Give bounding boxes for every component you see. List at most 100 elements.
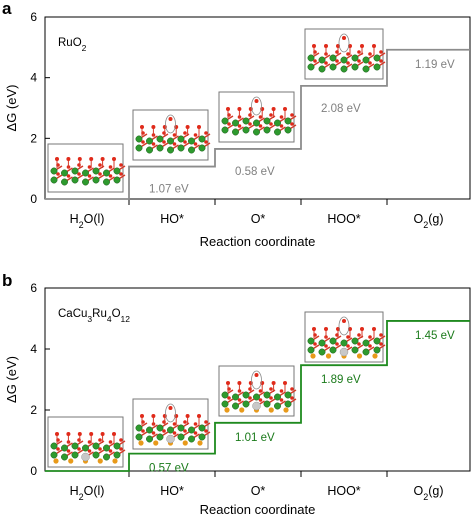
- compound-label: RuO2: [58, 37, 87, 53]
- metal-atom: [362, 56, 370, 64]
- structure-thumbnail: [304, 311, 386, 363]
- oxygen-atom: [379, 50, 383, 54]
- metal-atom: [167, 426, 174, 434]
- oxygen-atom: [279, 115, 284, 119]
- oxygen-atom: [357, 333, 361, 337]
- structure-thumbnail: [218, 91, 297, 143]
- metal-atom: [351, 63, 359, 71]
- ca-atom: [68, 458, 74, 464]
- oxygen-atom: [346, 52, 350, 56]
- cu-atom: [339, 347, 349, 357]
- oxygen-atom: [226, 381, 230, 385]
- metal-atom: [284, 126, 292, 134]
- metal-atom: [50, 167, 58, 175]
- metal-atom: [274, 393, 281, 401]
- oxygen-atom: [324, 344, 328, 348]
- metal-atom: [92, 176, 100, 184]
- metal-atom: [177, 424, 185, 432]
- metal-atom: [351, 54, 359, 62]
- oxygen-atom: [290, 113, 294, 117]
- oxygen-atom: [372, 327, 376, 331]
- adsorbate-highlight: [338, 33, 350, 53]
- metal-atom: [50, 442, 58, 450]
- x-tick-label: H2O(l): [70, 212, 105, 230]
- oxygen-atom: [368, 344, 372, 348]
- y-tick-label: 0: [30, 464, 37, 478]
- oxygen-atom: [183, 140, 187, 144]
- oxygen-atom: [368, 335, 372, 339]
- oxygen-atom: [151, 142, 156, 146]
- metal-atom: [351, 337, 359, 345]
- oxygen-atom: [360, 44, 364, 48]
- metal-atom: [156, 144, 164, 152]
- oxygen-atom: [98, 438, 102, 442]
- oxygen-atom: [66, 157, 71, 161]
- metal-atom: [113, 442, 121, 450]
- oxygen-atom: [258, 124, 263, 128]
- oxygen-atom: [271, 107, 276, 111]
- adsorbate-highlight: [165, 114, 176, 134]
- metal-atom: [188, 426, 195, 434]
- ca-atom: [197, 440, 203, 446]
- oxygen-atom: [271, 381, 276, 385]
- metal-atom: [242, 391, 250, 399]
- oxygen-atom: [140, 414, 144, 418]
- metal-atom: [318, 56, 326, 64]
- oxygen-atom: [379, 333, 383, 337]
- oxygen-atom: [269, 122, 273, 126]
- oxygen-atom: [368, 61, 372, 65]
- oxygen-atom: [204, 420, 208, 424]
- y-axis-title: ΔG (eV): [4, 85, 19, 132]
- metal-atom: [188, 435, 195, 443]
- metal-atom: [242, 126, 250, 134]
- oxygen-atom: [193, 133, 198, 137]
- adsorbate-atom: [342, 319, 346, 323]
- metal-atom: [92, 442, 100, 450]
- metal-atom: [198, 135, 206, 143]
- oxygen-atom: [204, 140, 208, 144]
- oxygen-atom: [77, 172, 81, 176]
- oxygen-atom: [258, 115, 263, 119]
- oxygen-atom: [151, 431, 156, 435]
- metal-atom: [221, 117, 229, 125]
- oxygen-atom: [141, 429, 145, 433]
- oxygen-atom: [108, 174, 113, 178]
- structure-thumbnail: [132, 398, 211, 450]
- oxygen-atom: [183, 429, 187, 433]
- y-tick-label: 0: [30, 192, 37, 206]
- ca-atom: [239, 407, 245, 413]
- oxygen-atom: [346, 335, 350, 339]
- plot-frame: [44, 287, 471, 472]
- oxygen-atom: [98, 172, 102, 176]
- oxygen-atom: [87, 449, 92, 453]
- panel-b: b 0 2 4 6 ΔG (eV) H2O(l) HO* O* HOO* O2(g) Reaction…: [2, 271, 471, 517]
- oxygen-atom: [226, 107, 230, 111]
- energy-step-line: [45, 48, 470, 200]
- metal-atom: [135, 424, 143, 432]
- y-tick-label: 2: [30, 403, 37, 417]
- metal-atom: [362, 348, 370, 356]
- oxygen-atom: [185, 414, 190, 418]
- step-energy-label: 0.57 eV: [149, 463, 189, 475]
- compound-label: CaCu3Ru4O12: [58, 308, 130, 324]
- metal-atom: [284, 400, 292, 408]
- oxygen-atom: [360, 327, 364, 331]
- metal-atom: [167, 146, 174, 154]
- oxygen-atom: [151, 125, 156, 129]
- oxygen-atom: [193, 431, 198, 435]
- metal-atom: [284, 117, 292, 125]
- ca-atom: [153, 440, 159, 446]
- oxygen-atom: [119, 438, 123, 442]
- x-tick-label: HO*: [160, 212, 184, 226]
- oxygen-atom: [269, 396, 273, 400]
- metal-atom: [156, 135, 164, 143]
- metal-atom: [135, 433, 143, 441]
- oxygen-atom: [108, 165, 113, 169]
- metal-atom: [103, 444, 110, 452]
- oxygen-atom: [290, 387, 294, 391]
- oxygen-atom: [77, 432, 82, 436]
- structure-thumbnail: [132, 109, 211, 161]
- ca-atom: [268, 407, 274, 413]
- oxygen-atom: [87, 165, 92, 169]
